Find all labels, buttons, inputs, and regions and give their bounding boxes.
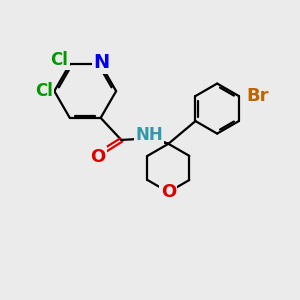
Text: N: N	[93, 53, 110, 72]
Text: Cl: Cl	[50, 51, 68, 69]
Text: O: O	[90, 148, 105, 166]
Text: Cl: Cl	[35, 82, 53, 100]
Text: O: O	[161, 183, 176, 201]
Text: NH: NH	[135, 126, 163, 144]
Text: Br: Br	[246, 87, 269, 105]
